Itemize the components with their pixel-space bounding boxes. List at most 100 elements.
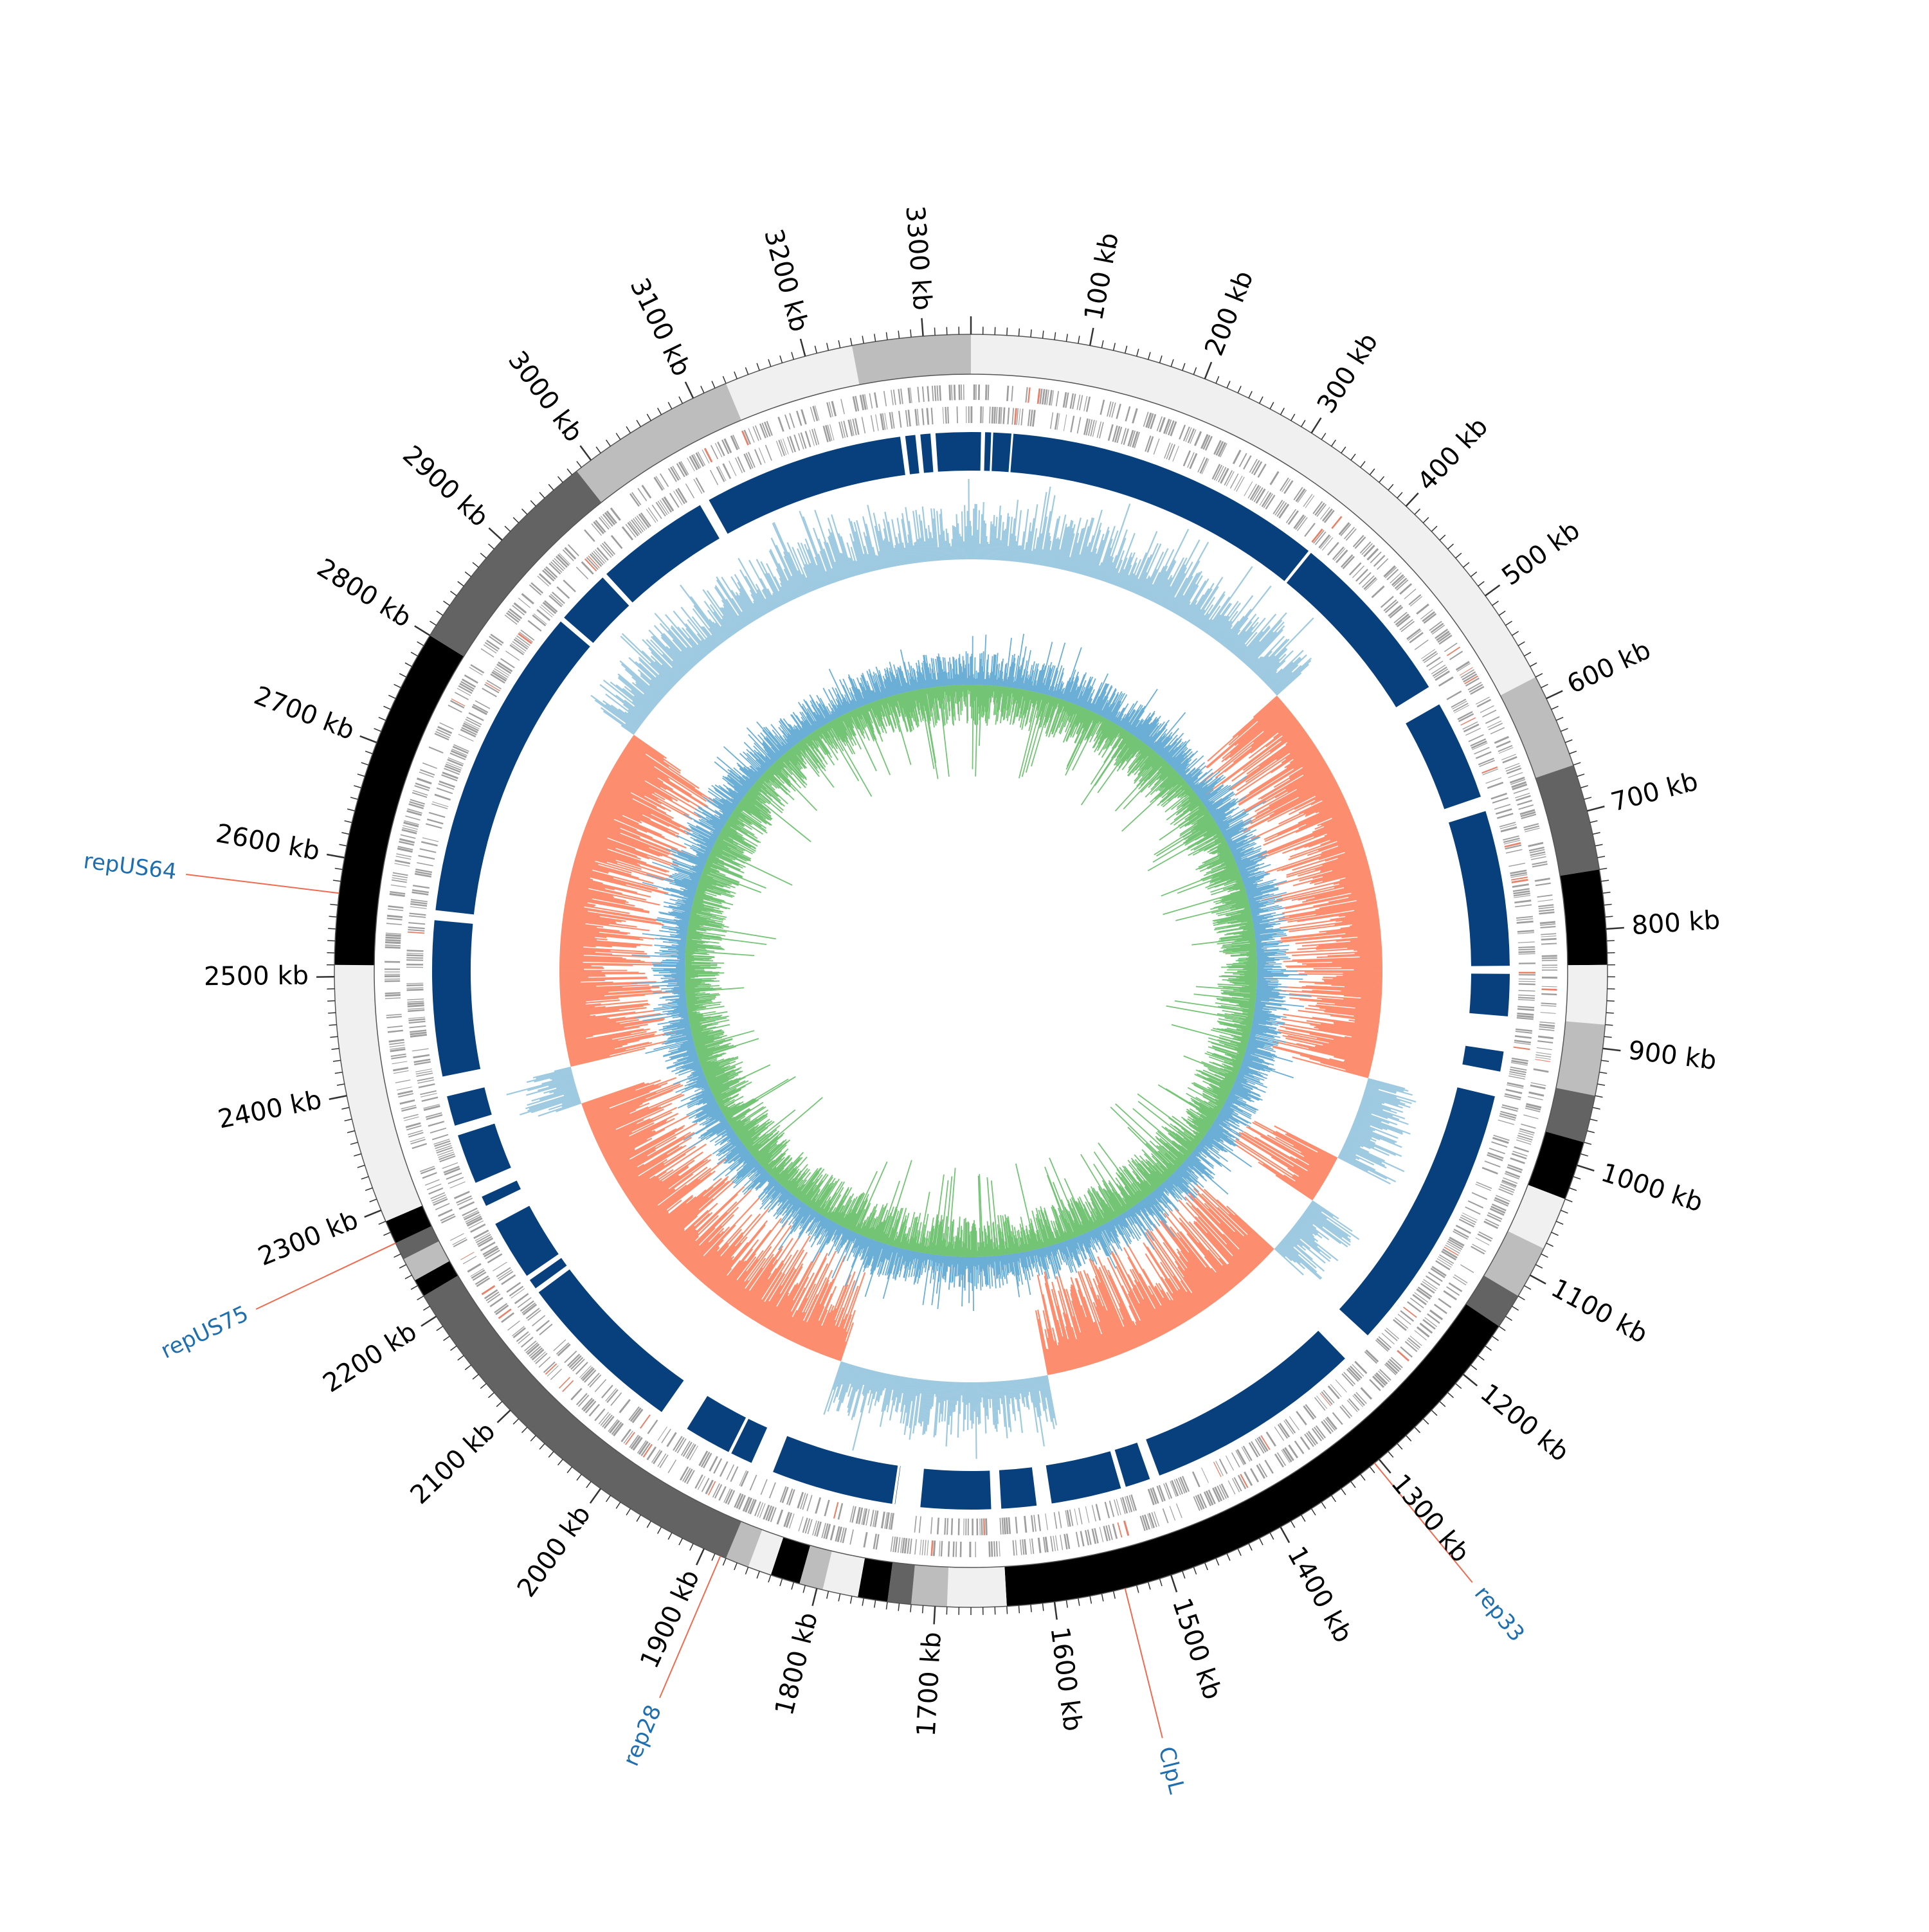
gene-feature [893, 390, 896, 405]
major-tick [360, 736, 377, 743]
gene-feature [1033, 1515, 1037, 1531]
gene-feature [1518, 990, 1535, 991]
gene-feature [1264, 1459, 1273, 1474]
minor-tick [1605, 916, 1613, 917]
gene-feature [417, 777, 432, 784]
gc-bar-positive [975, 1382, 976, 1459]
minor-tick [1584, 797, 1591, 799]
minor-tick [851, 338, 852, 346]
gene-feature [409, 912, 426, 916]
gene-feature [412, 1048, 429, 1051]
gene-feature [429, 746, 444, 754]
gene-feature [1170, 1506, 1175, 1521]
gene-feature [1000, 1518, 1002, 1535]
minor-tick [1351, 454, 1355, 460]
gene-feature [481, 648, 494, 657]
gene-feature [1266, 1432, 1276, 1447]
minor-tick [1291, 1521, 1295, 1528]
major-tick [1055, 1602, 1057, 1620]
gc-bar-negative [1254, 1121, 1334, 1164]
gene-feature [960, 1542, 962, 1557]
gene-feature [1384, 1330, 1398, 1341]
gene-feature [1015, 1517, 1018, 1533]
minor-tick [1456, 1384, 1462, 1389]
gene-feature [1201, 1468, 1209, 1483]
gene-feature [429, 812, 446, 818]
gene-feature [1099, 422, 1104, 438]
gene-feature [539, 1324, 552, 1335]
gene-feature [406, 954, 423, 956]
gene-feature [1542, 970, 1557, 971]
gene-feature [518, 1297, 532, 1308]
minor-tick [1280, 408, 1284, 414]
gene-feature [991, 1541, 993, 1557]
minor-tick [1341, 447, 1346, 453]
gene-feature [408, 926, 425, 929]
gene-feature [1539, 1022, 1555, 1024]
gene-feature [1370, 552, 1382, 563]
gene-feature [385, 946, 401, 949]
gene-feature [898, 1537, 900, 1553]
minor-tick [1597, 856, 1605, 858]
gene-feature [1429, 1310, 1443, 1321]
minor-tick [383, 706, 390, 709]
minor-tick [934, 328, 935, 336]
gene-feature [1070, 416, 1074, 433]
minor-tick [1388, 484, 1393, 490]
minor-tick [339, 844, 347, 845]
gene-feature [406, 957, 423, 959]
gc-bar-positive [966, 526, 967, 559]
gene-feature [658, 1427, 667, 1441]
gene-feature [985, 384, 987, 400]
minor-tick [1078, 336, 1080, 343]
minor-tick [577, 1474, 581, 1480]
gc-bar-positive [988, 544, 989, 560]
gene-feature [1233, 449, 1242, 464]
minor-tick [1573, 763, 1580, 765]
gene-feature [978, 384, 980, 400]
minor-tick [1556, 718, 1563, 721]
minor-tick [1415, 509, 1420, 515]
minor-tick [910, 329, 911, 337]
minor-tick [1238, 1549, 1241, 1556]
gene-feature [385, 992, 401, 994]
major-tick [421, 1316, 437, 1326]
gene-feature [521, 593, 534, 604]
gene-feature [1250, 1468, 1259, 1482]
minor-tick [668, 1533, 672, 1540]
gene-feature [405, 815, 421, 820]
gene-feature [559, 1377, 570, 1389]
gene-feature [595, 1379, 606, 1392]
gene-feature [1352, 566, 1364, 579]
gene-feature [1107, 401, 1111, 417]
gene-feature [863, 1532, 867, 1548]
gene-feature [881, 1512, 885, 1528]
gene-feature [409, 1025, 426, 1029]
minor-tick [862, 336, 864, 343]
gene-feature [1369, 1379, 1381, 1391]
gene-feature [392, 1061, 407, 1064]
gene-feature [640, 1414, 651, 1429]
gene-feature [1375, 1340, 1388, 1352]
gc-bar-positive [977, 530, 978, 559]
gene-feature [656, 502, 666, 517]
gene-feature [716, 467, 725, 482]
minor-tick [1590, 821, 1598, 823]
gene-feature [1272, 500, 1283, 514]
scale-ring [316, 316, 1624, 1624]
major-tick [801, 339, 805, 356]
gene-feature [1054, 1512, 1058, 1529]
gene-feature [946, 1518, 948, 1535]
gene-feature [1485, 1160, 1501, 1168]
minor-tick [354, 1154, 361, 1156]
minor-tick [1601, 880, 1609, 881]
gene-feature [917, 387, 919, 402]
minor-tick [437, 1326, 443, 1331]
gene-feature [418, 855, 435, 860]
minor-tick [345, 1119, 352, 1121]
gene-feature [685, 483, 694, 498]
identity-segment [911, 1565, 948, 1607]
minor-tick [1193, 367, 1196, 374]
minor-tick [803, 1585, 805, 1593]
minor-tick [1448, 544, 1454, 549]
